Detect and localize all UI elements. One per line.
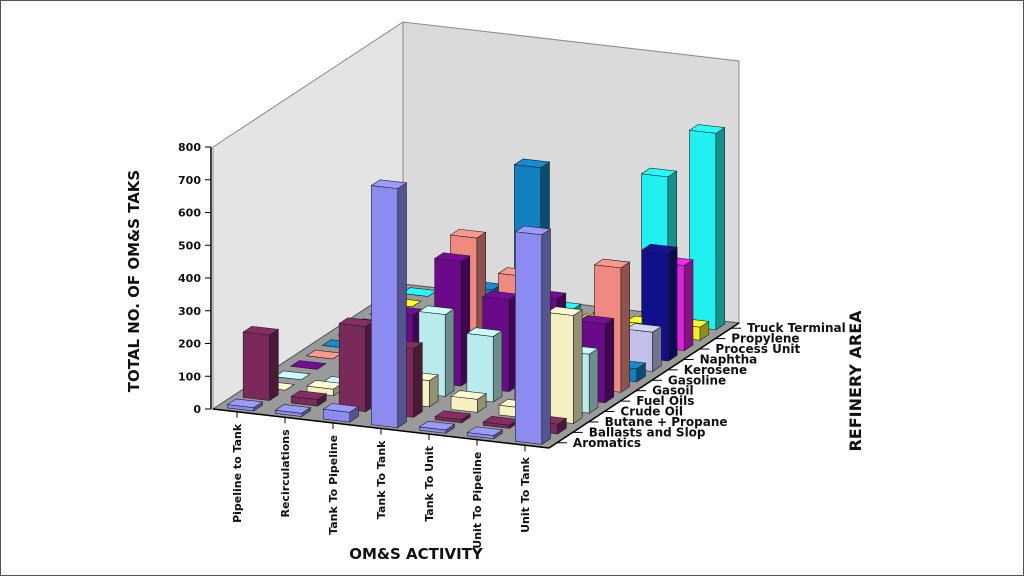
bar-top-face [290,390,328,400]
bar-top-face [466,327,503,337]
z-tick-label: Aromatics [573,436,641,450]
bar [466,426,504,440]
bar-top-face [466,426,504,436]
bar [274,404,312,418]
bar-front-face [689,129,717,331]
bar-front-face [338,323,366,413]
bar-top-face [226,398,264,409]
y-tick-label: 300 [178,305,201,318]
y-axis-title: TOTAL NO. OF OM&S TAKS [125,170,143,392]
bar-top-face [433,252,471,262]
bar-top-face [370,179,408,189]
y-tick-label: 0 [193,403,201,416]
z-axis-line [548,322,740,449]
bar-top-face [514,225,552,236]
bar-top-face [434,410,472,420]
bar-top-face [513,158,551,169]
bar-top-face [546,306,583,316]
y-tick-label: 100 [178,370,201,383]
bar-side-face [668,246,678,362]
bar-front-face [515,231,543,445]
bar [514,225,552,445]
y-tick-label: 500 [178,239,201,252]
z-tick-label: Fuel Oils [636,394,694,408]
bar-top-face [242,325,280,336]
bar-top-face [418,305,455,315]
bar-top-face [450,390,487,400]
z-tick-label: Butane + Propane [605,415,728,429]
bar-side-face [269,328,279,402]
y-tick-label: 400 [178,272,201,285]
bar-side-face [715,127,725,331]
x-tick-label: Tank To Pipeline [327,435,340,535]
x-tick-label: Tank To Tank [375,440,388,519]
bar-top-face [625,323,663,333]
z-tick-label: Gasoline [668,373,726,387]
bar-top-face [641,243,678,254]
bar-front-face [371,185,399,429]
bar-side-face [573,309,583,425]
z-tick-label: Ballasts and Slop [589,425,706,439]
bar-top-face [274,404,312,414]
bar [482,416,520,429]
bar-front-face [242,331,270,401]
bar-top-face [418,420,456,431]
bar-top-face [322,403,360,413]
bar-side-face [413,342,423,418]
bar [466,327,503,403]
z-tick-label: Process Unit [715,342,800,356]
bar-top-face [593,258,631,269]
bar-side-face [397,182,407,429]
chart-bars [226,124,726,445]
bar-side-face [620,261,630,393]
bar-side-face [492,330,503,403]
x-tick-label: Pipeline to Tank [231,423,244,523]
bar-side-face [444,308,455,397]
y-tick-label: 200 [178,338,201,351]
bar [370,179,408,429]
bar [688,124,726,331]
z-tick-label: Crude Oil [620,405,683,419]
z-tick-label: Truck Terminal [747,321,846,335]
z-tick-label: Naphtha [700,352,758,366]
bar-front-face [546,312,574,424]
z-tick-label: Propylene [731,332,799,346]
bar [322,403,360,423]
bar-side-face [541,228,551,445]
z-axis-title: REFINERY AREA [846,310,865,452]
bar [338,317,376,413]
x-tick-label: Recirculations [279,429,292,518]
bar [226,398,264,412]
bar-side-face [683,259,694,352]
bar-side-face [652,325,662,373]
z-tick-label: Gasoil [652,384,694,398]
bar-top-face [274,370,311,381]
x-tick-label: Unit To Pipeline [471,452,484,549]
bar [274,370,311,381]
bar [434,410,472,424]
bar-top-face [688,124,726,134]
bar-top-face [640,167,678,178]
y-tick-label: 600 [178,207,201,220]
chart-axes: 0 100 200 300 400 500 600 700 800 Pipeline to Tan… [178,141,846,549]
bar [418,420,456,434]
x-tick-label: Tank To Unit [423,446,436,522]
y-tick-label: 800 [178,141,201,154]
bar [546,306,583,425]
x-tick-label: Unit To Tank [519,457,532,533]
bar-side-face [604,317,615,404]
bar [289,360,327,370]
y-tick-label: 700 [178,174,201,187]
bar-top-face [449,228,487,239]
bar-top-face [289,360,327,370]
bar-top-face [577,315,615,325]
bar [290,390,328,407]
bar-side-face [588,347,599,414]
x-axis-title: OM&S ACTIVITY [349,545,484,563]
bar [242,325,280,402]
bar [450,390,487,413]
z-tick-label: Kerosene [684,363,747,377]
